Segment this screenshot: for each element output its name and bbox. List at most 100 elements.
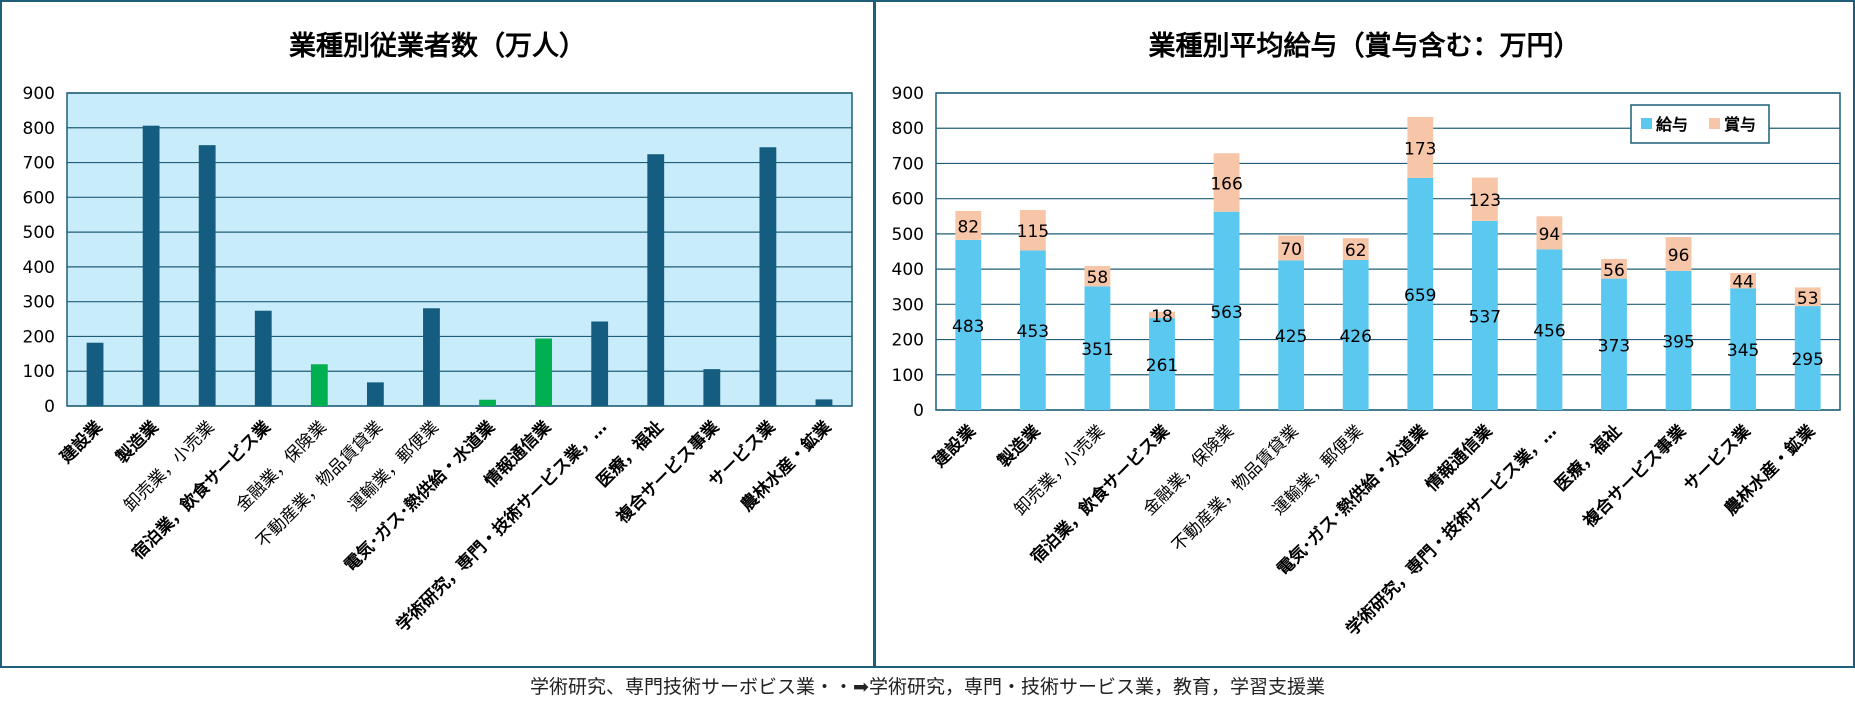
y-tick-label: 0	[44, 397, 55, 417]
bar-segment-bonus	[1471, 177, 1498, 221]
data-label: 123	[1469, 191, 1501, 211]
footnote: 学術研究、専門技術サーボビス業・・➡学術研究，専門・技術サービス業，教育，学習支…	[530, 676, 1325, 698]
data-label: 173	[1404, 139, 1436, 159]
data-label: 351	[1081, 340, 1113, 360]
y-tick-label: 400	[23, 258, 55, 278]
bar-segment-salary	[1019, 250, 1046, 410]
category-label: 製造業	[111, 417, 163, 469]
data-label: 56	[1603, 261, 1625, 281]
bar-segment-bonus	[1794, 287, 1821, 307]
data-label: 115	[1017, 222, 1049, 242]
bar	[366, 382, 384, 406]
y-tick-label: 500	[23, 223, 55, 243]
y-tick-label: 200	[892, 331, 924, 351]
bar-segment-bonus	[1213, 153, 1240, 212]
y-tick-label: 100	[892, 366, 924, 386]
data-label: 345	[1727, 341, 1759, 361]
data-label: 453	[1017, 322, 1049, 342]
average-salary-chart: 0 100 200 300 400 500 600 700 800 900 483 82 建設業 453 1…	[892, 84, 1841, 640]
data-label: 53	[1797, 289, 1819, 309]
data-label: 295	[1791, 350, 1823, 370]
data-label: 166	[1210, 174, 1242, 194]
data-label: 70	[1280, 240, 1302, 260]
category-label: 建設業	[929, 421, 980, 472]
legend-label: 賞与	[1724, 115, 1756, 134]
y-tick-label: 200	[23, 327, 55, 347]
y-tick-label: 300	[892, 295, 924, 315]
category-label: 不動産業，物品賃貸業	[1168, 421, 1302, 555]
bar	[479, 399, 496, 406]
left-chart-title: 業種別従業者数（万人）	[289, 31, 586, 62]
data-label: 563	[1210, 303, 1242, 323]
bar-segment-bonus	[955, 210, 982, 240]
y-tick-label: 700	[892, 154, 924, 174]
bar-segment-salary	[1471, 220, 1498, 410]
average-salary-chart-panel: 業種別平均給与（賞与含む：万円） 0 100 200 300 400 500 600 700 8…	[874, 0, 1855, 668]
y-tick-label: 600	[23, 188, 55, 208]
employee-count-chart-panel: 業種別従業者数（万人） 0 100 200 300 400 500 600 700 800 900…	[0, 0, 875, 668]
bar-segment-salary	[1278, 260, 1305, 410]
data-label: 537	[1469, 307, 1501, 327]
bar-segment-salary	[955, 239, 982, 410]
bar-segment-bonus	[1342, 238, 1369, 260]
y-tick-label: 600	[892, 190, 924, 210]
data-label: 426	[1339, 327, 1371, 347]
bar-segment-bonus	[1407, 116, 1434, 178]
bar	[142, 125, 160, 407]
bar	[647, 154, 665, 406]
bar	[310, 364, 328, 406]
y-tick-label: 100	[23, 362, 55, 382]
bar-segment-bonus	[1730, 272, 1757, 289]
y-tick-label: 0	[913, 401, 924, 421]
data-label: 94	[1539, 225, 1561, 245]
bar-segment-salary	[1407, 177, 1434, 410]
right-chart-title: 業種別平均給与（賞与含む：万円）	[1148, 31, 1581, 62]
bar-segment-bonus	[1665, 237, 1692, 271]
bar-segment-bonus	[1019, 209, 1046, 251]
bar-segment-bonus	[1149, 311, 1175, 319]
bar	[198, 145, 216, 406]
bar-segment-salary	[1601, 278, 1627, 410]
legend-label: 給与	[1656, 115, 1688, 134]
bar-segment-salary	[1665, 270, 1692, 410]
category-label: 製造業	[993, 421, 1045, 473]
legend-swatch	[1641, 118, 1652, 129]
y-tick-label: 500	[892, 225, 924, 245]
bar-segment-salary	[1149, 318, 1175, 410]
bar	[86, 342, 104, 406]
data-label: 82	[957, 217, 979, 237]
y-tick-label: 900	[892, 84, 924, 104]
bar	[759, 147, 777, 406]
y-tick-label: 900	[23, 84, 55, 104]
data-label: 18	[1151, 307, 1173, 327]
bar	[703, 369, 721, 406]
data-label: 483	[952, 317, 984, 337]
bar-segment-bonus	[1601, 258, 1627, 279]
y-tick-label: 700	[23, 154, 55, 174]
y-tick-label: 800	[23, 119, 55, 139]
data-label: 456	[1533, 322, 1565, 342]
data-label: 659	[1404, 286, 1436, 306]
data-label: 395	[1662, 332, 1694, 352]
bar-segment-salary	[1084, 286, 1111, 410]
category-label: 複合サービス事業	[612, 417, 724, 529]
bar	[591, 321, 609, 406]
data-label: 261	[1146, 356, 1178, 376]
bar-segment-bonus	[1084, 265, 1111, 287]
y-tick-label: 300	[23, 293, 55, 313]
data-label: 58	[1087, 268, 1109, 288]
y-tick-label: 400	[892, 260, 924, 280]
bar-segment-bonus	[1278, 235, 1305, 261]
bar-segment-salary	[1730, 288, 1757, 410]
bar-segment-salary	[1794, 306, 1821, 410]
bar	[254, 310, 272, 406]
legend-swatch	[1709, 118, 1720, 129]
bar	[535, 338, 553, 406]
bar-segment-salary	[1536, 249, 1563, 410]
bar-segment-salary	[1342, 259, 1369, 410]
bar-segment-salary	[1213, 211, 1240, 410]
data-label: 44	[1732, 273, 1754, 293]
y-tick-label: 800	[892, 119, 924, 139]
data-label: 425	[1275, 327, 1307, 347]
